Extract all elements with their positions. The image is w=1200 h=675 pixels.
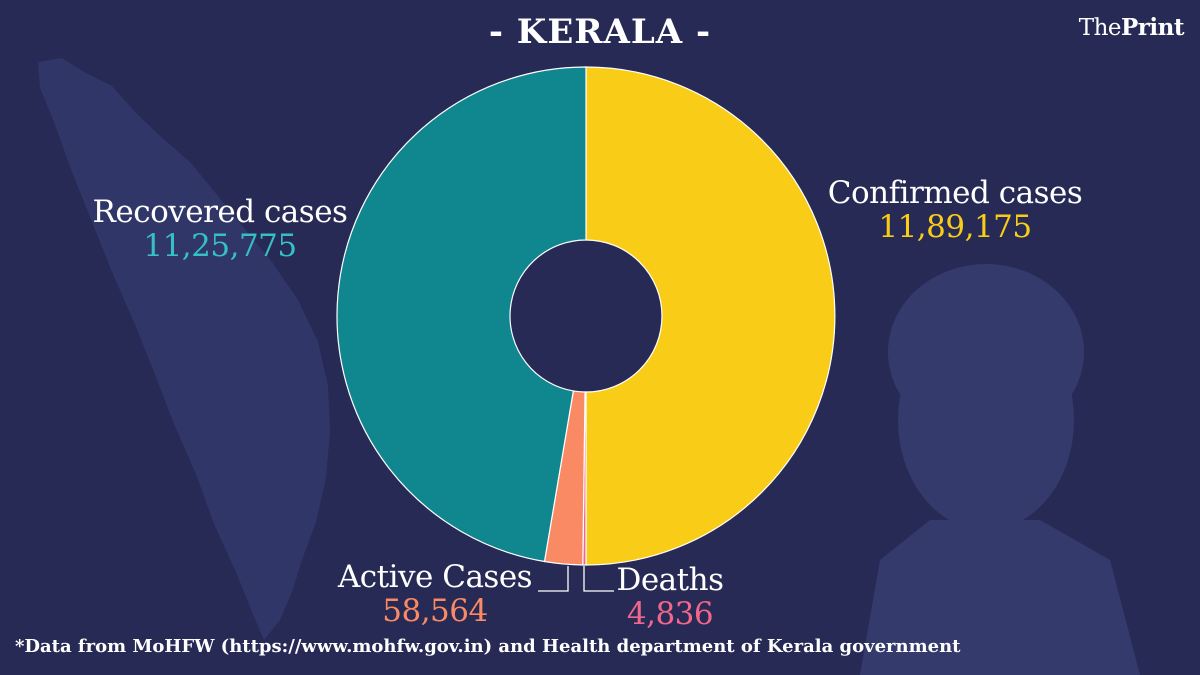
confirmed-label: Confirmed cases 11,89,175 (820, 176, 1090, 244)
source-note: *Data from MoHFW (https://www.mohfw.gov.… (15, 636, 961, 657)
recovered-label-value: 11,25,775 (143, 228, 297, 264)
confirmed-label-name: Confirmed cases (827, 175, 1083, 211)
donut-slice-confirmed-cases (585, 66, 836, 566)
brand-name: Print (1121, 14, 1185, 41)
deaths-leader-line (583, 566, 614, 592)
active-label: Active Cases 58,564 (330, 560, 540, 628)
deaths-label-value: 4,836 (626, 596, 714, 632)
recovered-label: Recovered cases 11,25,775 (85, 195, 355, 263)
active-label-value: 58,564 (382, 593, 488, 629)
deaths-label: Deaths 4,836 (600, 563, 740, 631)
active-leader-line (538, 566, 569, 592)
brand-logo: ThePrint (1078, 14, 1185, 41)
active-label-name: Active Cases (337, 559, 533, 595)
deaths-label-name: Deaths (616, 562, 724, 598)
chart-title: - KERALA - (488, 12, 712, 52)
brand-prefix: The (1078, 15, 1122, 41)
donut-slice-recovered-cases (336, 66, 587, 563)
confirmed-label-value: 11,89,175 (878, 209, 1032, 245)
kerala-map-silhouette (38, 58, 330, 640)
recovered-label-name: Recovered cases (92, 194, 348, 230)
donut-chart (336, 66, 836, 566)
leader-lines (538, 566, 614, 592)
portrait-silhouette (860, 264, 1140, 675)
